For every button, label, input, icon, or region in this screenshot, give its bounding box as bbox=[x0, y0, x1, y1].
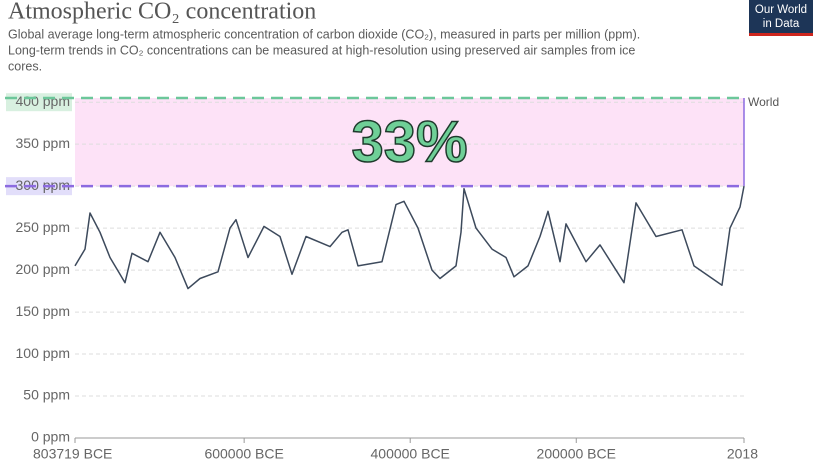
logo-text: in Data bbox=[763, 18, 800, 30]
logo: Our World in Data bbox=[749, 0, 813, 36]
y-tick-label: 250 ppm bbox=[16, 219, 70, 235]
chart-title: Atmospheric CO₂ concentration bbox=[8, 0, 316, 25]
subtitle: Long-term trends in CO₂ concentrations c… bbox=[8, 43, 635, 57]
x-tick-label: 803719 BCE bbox=[33, 446, 112, 462]
logo-box bbox=[749, 0, 813, 36]
series-line bbox=[74, 185, 745, 290]
y-tick-label: 350 ppm bbox=[16, 135, 70, 151]
x-tick-label: 2018 bbox=[727, 446, 758, 462]
subtitle: cores. bbox=[8, 59, 42, 73]
subtitle: Global average long-term atmospheric con… bbox=[8, 27, 640, 41]
logo-stripe bbox=[749, 33, 813, 36]
logo-text: Our World bbox=[755, 4, 807, 16]
highlight-band bbox=[75, 98, 744, 187]
y-tick-label: 50 ppm bbox=[23, 387, 70, 403]
x-tick-label: 600000 BCE bbox=[204, 446, 283, 462]
y-tick-label: 150 ppm bbox=[16, 303, 70, 319]
y-tick-label: 400 ppm bbox=[16, 93, 70, 109]
tick-highlight bbox=[6, 177, 72, 196]
y-tick-label: 100 ppm bbox=[16, 345, 70, 361]
y-tick-label: 300 ppm bbox=[16, 177, 70, 193]
y-tick-label: 0 ppm bbox=[31, 429, 70, 445]
annotation: 33% bbox=[351, 109, 467, 174]
x-tick-label: 200000 BCE bbox=[537, 446, 616, 462]
tick-highlight bbox=[6, 93, 72, 112]
x-tick-label: 400000 BCE bbox=[371, 446, 450, 462]
y-tick-label: 200 ppm bbox=[16, 261, 70, 277]
series-label: World bbox=[748, 95, 779, 109]
